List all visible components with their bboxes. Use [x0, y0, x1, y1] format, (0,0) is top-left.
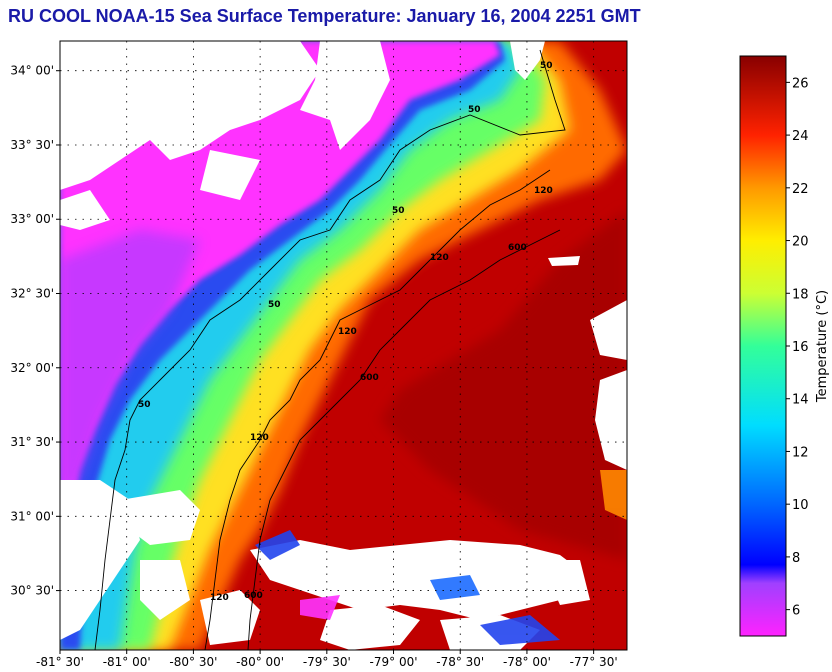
colorbar-tick-label: 26: [792, 76, 809, 91]
latitude-labels: 34° 00' 33° 30' 33° 00' 32° 30' 32° 00' 31° 3…: [10, 64, 54, 598]
contour-label-120: 120: [250, 433, 269, 443]
contour-label-600: 600: [244, 591, 263, 601]
lon-label: -78° 30': [436, 655, 484, 669]
gulf-stream-core: [380, 210, 627, 560]
colorbar-tick-label: 18: [792, 287, 809, 302]
lon-label: -81° 00': [103, 655, 151, 669]
longitude-labels: -81° 30' -81° 00' -80° 30' -80° 00' -79° 30'…: [36, 655, 618, 669]
contour-label-50: 50: [138, 400, 151, 410]
contour-label-600: 600: [360, 373, 379, 383]
contour-label-50: 50: [468, 105, 481, 115]
contour-label-50: 50: [392, 206, 405, 216]
lat-label: 34° 00': [10, 64, 54, 78]
colorbar: 6 8 10 12 14 16 18 20 22 24 26 Temperature (°C): [739, 55, 830, 637]
map-frame: [59, 40, 628, 651]
colorbar-tick-label: 14: [792, 393, 809, 408]
colorbar-title: Temperature (°C): [815, 290, 830, 403]
colorbar-tick-label: 16: [792, 340, 809, 355]
colorbar-tick-label: 20: [792, 235, 809, 250]
lat-label: 33° 30': [10, 138, 54, 152]
contour-50m: [94, 49, 566, 650]
lon-label: -78° 00': [503, 655, 551, 669]
lon-label: -80° 30': [169, 655, 217, 669]
contour-label-50: 50: [540, 61, 553, 71]
contour-600m: [247, 229, 561, 650]
colorbar-scale: [739, 55, 787, 637]
contour-label-120: 120: [534, 186, 553, 196]
contour-label-120: 120: [210, 593, 229, 603]
lat-label: 31° 30': [10, 435, 54, 449]
sst-image: [60, 41, 627, 650]
lat-label: 32° 00': [10, 361, 54, 375]
contour-label-120: 120: [338, 327, 357, 337]
contour-label-120: 120: [430, 253, 449, 263]
lat-label: 33° 00': [10, 212, 54, 226]
colorbar-ticks: 6 8 10 12 14 16 18 20 22 24 26: [786, 76, 809, 619]
graticule: [56, 41, 627, 654]
colorbar-tick-label: 12: [792, 445, 809, 460]
colorbar-tick-label: 22: [792, 182, 809, 197]
colorbar-tick-label: 10: [792, 498, 809, 513]
lat-label: 30° 30': [10, 584, 54, 598]
page-title: RU COOL NOAA-15 Sea Surface Temperature:…: [8, 6, 641, 26]
colorbar-tick-label: 24: [792, 129, 809, 144]
bathymetry-contours: [94, 49, 566, 650]
lon-label: -79° 30': [303, 655, 351, 669]
lat-label: 31° 00': [10, 509, 54, 523]
contour-labels: 50 50 50 50 50 120 120 120 120 120 600 6…: [138, 61, 553, 603]
cloud-edge-speckle: [255, 470, 627, 645]
contour-120m: [204, 169, 551, 650]
colorbar-tick-label: 8: [792, 551, 800, 566]
lat-label: 32° 30': [10, 287, 54, 301]
contour-label-50: 50: [268, 300, 281, 310]
lon-label: -80° 00': [236, 655, 284, 669]
lon-label: -79° 00': [370, 655, 418, 669]
land-area: [60, 41, 500, 560]
lon-label: -77° 30': [570, 655, 618, 669]
land-inland-shade: [60, 230, 200, 520]
lon-label: -81° 30': [36, 655, 84, 669]
contour-label-600: 600: [508, 243, 527, 253]
colorbar-tick-label: 6: [792, 604, 800, 619]
